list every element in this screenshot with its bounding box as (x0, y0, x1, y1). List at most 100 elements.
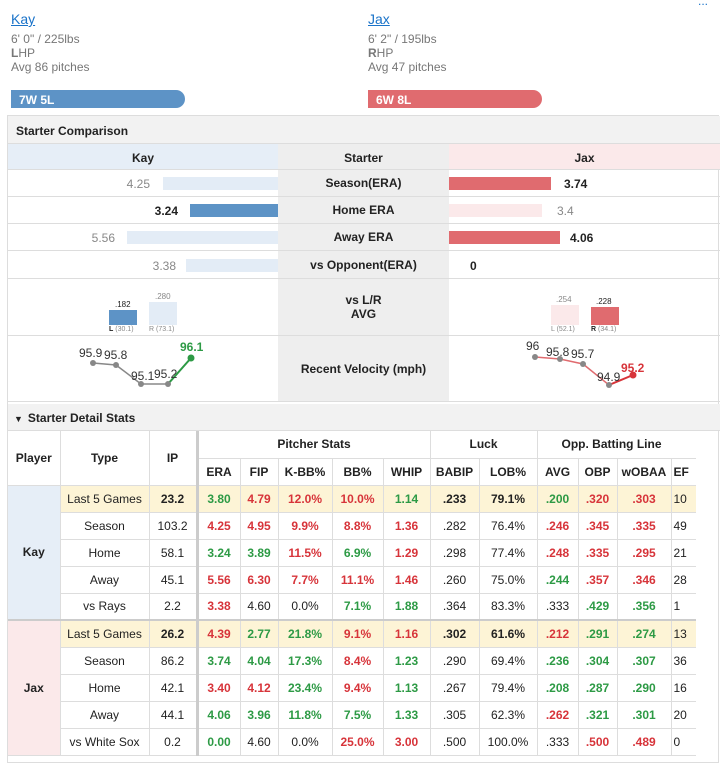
stat-cell: .500 (430, 728, 480, 756)
stat-cell: .333 (537, 728, 579, 756)
th-lob: LOB% (479, 458, 538, 486)
kay-hand: LHP (11, 46, 36, 60)
col-starter: Starter (278, 144, 449, 170)
stat-cell: .267 (430, 674, 480, 702)
stat-cell: .246 (537, 512, 579, 540)
kay-home-era-bar (190, 204, 278, 217)
th-fip: FIP (240, 458, 279, 486)
stat-cell: 10.0% (332, 485, 384, 513)
player-cell: Kay (8, 485, 61, 621)
stat-cell: 16 (671, 674, 696, 702)
stat-cell: .364 (430, 593, 480, 621)
jax-record-badge: 6W 8L (368, 90, 542, 108)
stat-cell: 1.16 (383, 620, 431, 648)
stat-cell: .302 (430, 620, 480, 648)
type-cell: Away (60, 566, 150, 594)
stat-cell: 4.39 (197, 620, 241, 648)
stat-cell: .301 (617, 701, 672, 729)
table-row: vs White Sox 0.2 0.00 4.60 0.0% 25.0% 3.00.500… (8, 728, 696, 756)
ip-cell: 44.1 (149, 701, 199, 729)
home-era-label: Home ERA (278, 197, 449, 223)
stat-cell: 4.12 (240, 674, 279, 702)
stat-cell: 61.6% (479, 620, 538, 648)
stat-cell: 49 (671, 512, 696, 540)
starter-comparison-title: Starter Comparison (8, 116, 720, 144)
stat-cell: 0 (671, 728, 696, 756)
col-kay: Kay (8, 144, 278, 170)
collapse-caret-icon[interactable]: ▼ (14, 414, 23, 424)
stat-cell: 69.4% (479, 647, 538, 675)
th-whip: WHIP (383, 458, 431, 486)
jax-r-split: R (34.1) (591, 326, 617, 333)
jax-vs-opp-era: 0 (470, 259, 477, 273)
stat-cell: 1.14 (383, 485, 431, 513)
kay-l-bar (109, 310, 137, 325)
stat-cell: 2.77 (240, 620, 279, 648)
stat-cell: 4.60 (240, 593, 279, 621)
jax-season-era: 3.74 (564, 177, 588, 191)
th-kbb: K-BB% (278, 458, 333, 486)
table-row: Home 58.1 3.24 3.89 11.5% 6.9% 1.29.298 77.4% .2… (8, 539, 696, 567)
stat-cell: 8.8% (332, 512, 384, 540)
jax-season-era-bar (449, 177, 551, 190)
stat-cell: 3.74 (197, 647, 241, 675)
jax-l-avg: .254 (556, 295, 572, 304)
kay-away-era-bar (127, 231, 278, 244)
table-row: Away 44.1 4.06 3.96 11.8% 7.5% 1.33.305 62.3% .2… (8, 701, 696, 729)
lr-avg-label: vs L/R AVG (278, 279, 449, 335)
stat-cell: 10 (671, 485, 696, 513)
stat-cell: 21.8% (278, 620, 333, 648)
season-era-label: Season(ERA) (278, 170, 449, 196)
stat-cell: 36 (671, 647, 696, 675)
stat-cell: 3.00 (383, 728, 431, 756)
stat-cell: 4.60 (240, 728, 279, 756)
th-opp-batting: Opp. Batting Line (537, 431, 696, 459)
jax-velo-4: 94.9 (597, 370, 621, 384)
stat-cell: 3.89 (240, 539, 279, 567)
kay-velo-1: 95.9 (79, 346, 103, 360)
jax-name-link[interactable]: Jax (368, 11, 390, 27)
jax-away-era-bar (449, 231, 560, 244)
stat-cell: .287 (578, 674, 618, 702)
th-obp: OBP (578, 458, 618, 486)
stat-cell: .291 (578, 620, 618, 648)
kay-avg-pitches: Avg 86 pitches (11, 60, 90, 74)
stat-cell: .429 (578, 593, 618, 621)
cmp-row-velocity: 95.9 95.8 95.1 95.2 96.1 Recent Velocity… (8, 336, 720, 402)
starter-panel: Starter Comparison Kay Starter Jax 4.25 … (7, 115, 720, 763)
stat-cell: 0.0% (278, 728, 333, 756)
stat-cell: .333 (537, 593, 579, 621)
away-era-label: Away ERA (278, 224, 449, 250)
stat-cell: 20 (671, 701, 696, 729)
stat-cell: 9.4% (332, 674, 384, 702)
stat-cell: 1.13 (383, 674, 431, 702)
corner-link[interactable]: ... (697, 0, 708, 8)
th-ip: IP (149, 431, 199, 486)
kay-l-avg: .182 (115, 300, 131, 309)
stat-cell: 3.38 (197, 593, 241, 621)
stat-cell: .303 (617, 485, 672, 513)
stat-cell: 0.00 (197, 728, 241, 756)
kay-r-avg: .280 (155, 292, 171, 301)
stat-cell: .335 (578, 539, 618, 567)
stat-cell: .335 (617, 512, 672, 540)
detail-stats-header[interactable]: ▼ Starter Detail Stats (8, 404, 720, 431)
stat-cell: 12.0% (278, 485, 333, 513)
table-row: Home 42.1 3.40 4.12 23.4% 9.4% 1.13.267 79.4% .2… (8, 674, 696, 702)
stat-cell: 6.9% (332, 539, 384, 567)
type-cell: Away (60, 701, 150, 729)
th-avg: AVG (537, 458, 579, 486)
ip-cell: 23.2 (149, 485, 199, 513)
stat-cell: .233 (430, 485, 480, 513)
kay-record-badge: 7W 5L (11, 90, 185, 108)
stat-cell: 76.4% (479, 512, 538, 540)
kay-profile: Kay 6' 0" / 225lbs LHP Avg 86 pitches (11, 0, 90, 74)
stat-cell: 0.0% (278, 593, 333, 621)
kay-name-link[interactable]: Kay (11, 11, 36, 27)
cmp-row-lr-avg: .182 L (30.1) .280 R (73.1) vs L/R AVG .2… (8, 279, 720, 336)
cmp-row-home-era: 3.24 Home ERA 3.4 (8, 197, 720, 224)
stat-cell: 8.4% (332, 647, 384, 675)
stat-cell: .290 (617, 674, 672, 702)
stat-cell: 4.06 (197, 701, 241, 729)
kay-r-split: R (73.1) (149, 326, 175, 333)
